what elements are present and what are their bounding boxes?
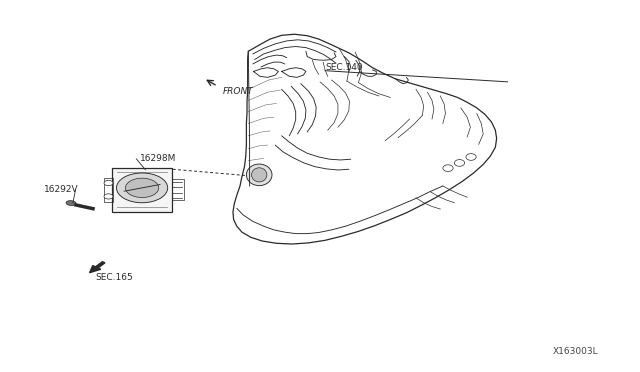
Circle shape bbox=[104, 180, 113, 186]
FancyArrow shape bbox=[90, 262, 105, 273]
Text: 16298M: 16298M bbox=[140, 154, 176, 163]
Ellipse shape bbox=[246, 164, 272, 186]
Circle shape bbox=[116, 173, 168, 203]
Text: X163003L: X163003L bbox=[553, 347, 598, 356]
Text: FRONT: FRONT bbox=[223, 87, 253, 96]
Text: 16292V: 16292V bbox=[44, 185, 78, 194]
Circle shape bbox=[125, 178, 159, 198]
Text: SEC.165: SEC.165 bbox=[95, 273, 132, 282]
Text: SEC.140: SEC.140 bbox=[325, 63, 363, 72]
Ellipse shape bbox=[66, 201, 76, 206]
Bar bbox=[111, 168, 172, 212]
Bar bbox=[173, 179, 184, 200]
Ellipse shape bbox=[252, 168, 267, 182]
Bar bbox=[104, 178, 113, 202]
Circle shape bbox=[104, 194, 113, 199]
